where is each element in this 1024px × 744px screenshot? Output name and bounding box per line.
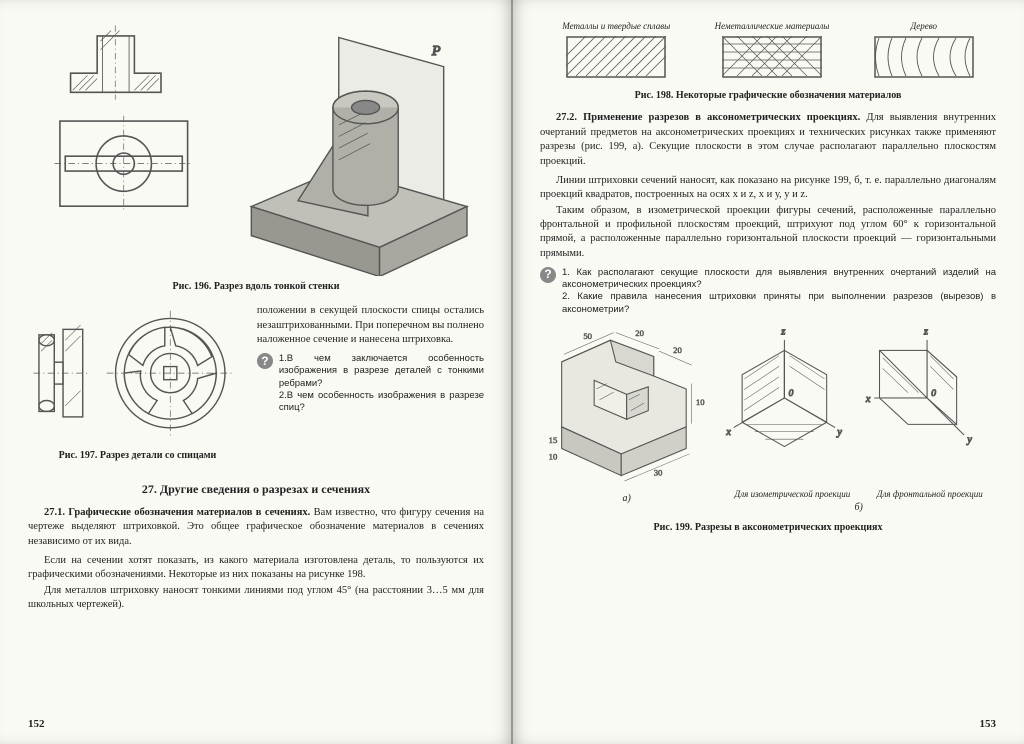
svg-text:P: P [431, 44, 441, 59]
svg-text:0: 0 [789, 389, 794, 399]
fig196-isometric: P [228, 20, 484, 276]
svg-text:20: 20 [635, 328, 644, 338]
page-153: Металлы и твердые сплавы Неметаллические… [512, 0, 1024, 744]
question-icon: ? [540, 267, 556, 283]
fig197-caption: Рис. 197. Разрез детали со спицами [28, 449, 247, 463]
page-152: P [0, 0, 512, 744]
hatch-label-metal: Металлы и твердые сплавы [562, 20, 670, 33]
fig199-b-label: б) [721, 501, 996, 515]
q2-text: 2.В чем особенность изображения в разрез… [279, 390, 484, 415]
qr2-text: 2. Какие правила нанесения штриховки при… [562, 291, 996, 316]
svg-text:30: 30 [654, 468, 663, 478]
fig196-caption: Рис. 196. Разрез вдоль тонкой стенки [28, 280, 484, 294]
fig199-a-label: а) [540, 492, 713, 506]
svg-text:10: 10 [549, 451, 558, 461]
svg-text:50: 50 [583, 331, 592, 341]
svg-text:10: 10 [696, 397, 705, 407]
svg-text:x: x [865, 394, 871, 405]
question-1-left: ? 1.В чем заключается особенность изобра… [257, 353, 484, 415]
section-27-title: 27. Другие сведения о разрезах и сечения… [28, 481, 484, 498]
page-number-153: 153 [980, 717, 997, 732]
subsection-27-2: 27.2. Применение разрезов в аксонометрич… [540, 111, 996, 170]
figure-199: 50 20 20 10 30 15 10 а) [540, 324, 996, 514]
fig198-caption: Рис. 198. Некоторые графические обозначе… [540, 89, 996, 103]
hatch-label-wood: Дерево [874, 20, 974, 33]
svg-text:z: z [780, 327, 785, 338]
para-spokes: положении в секущей плоскости спицы оста… [257, 304, 484, 347]
fig199-a: 50 20 20 10 30 15 10 [540, 324, 713, 486]
question-icon: ? [257, 353, 273, 369]
para-iso-hatch: Таким образом, в изометрической проекции… [540, 204, 996, 261]
book-spine [511, 0, 513, 744]
page-number-152: 152 [28, 717, 45, 732]
figure-196: P [28, 20, 484, 276]
hatch-nonmetal [722, 36, 822, 78]
fig196-orthographic [28, 20, 220, 254]
svg-text:20: 20 [673, 345, 682, 355]
svg-text:x: x [726, 427, 732, 438]
figure-197-block: Рис. 197. Разрез детали со спицами полож… [28, 302, 484, 470]
svg-text:15: 15 [549, 435, 558, 445]
hatch-metal [566, 36, 666, 78]
svg-text:y: y [836, 427, 842, 438]
qr1-text: 1. Как располагают секущие плоскости для… [562, 267, 996, 292]
para-material: Если на сечении хотят показать, из каког… [28, 554, 484, 582]
fig199-iso-label: Для изометрической проекции [735, 488, 851, 501]
hatch-label-nonmetal: Неметаллические материалы [715, 20, 830, 33]
fig197-wheel [28, 302, 247, 444]
question-block-right: ? 1. Как располагают секущие плоскости д… [540, 267, 996, 316]
svg-text:z: z [923, 327, 928, 338]
q1-text: 1.В чем заключается особенность изображе… [279, 353, 484, 390]
svg-text:y: y [966, 434, 972, 445]
svg-text:0: 0 [932, 389, 937, 399]
para-hatch-lines: Линии штриховки сечений наносят, как пок… [540, 174, 996, 202]
para-hatch-angle: Для металлов штриховку наносят тонкими л… [28, 584, 484, 612]
hatch-wood [874, 36, 974, 78]
fig199-b: z x y 0 [721, 324, 996, 483]
fig199-front-label: Для фронтальной проекции [877, 488, 983, 501]
subsection-27-1: 27.1. Графические обозначения материалов… [28, 506, 484, 550]
fig199-caption: Рис. 199. Разрезы в аксонометрических пр… [540, 521, 996, 535]
book-spread: P [0, 0, 1024, 744]
figure-198: Металлы и твердые сплавы Неметаллические… [540, 20, 996, 83]
